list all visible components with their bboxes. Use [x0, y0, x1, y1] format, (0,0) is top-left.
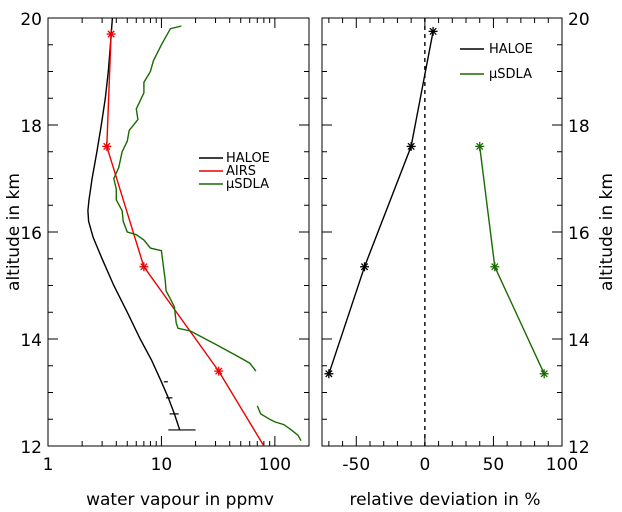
- right-legend-usdla-label: μSDLA: [489, 67, 532, 82]
- right-x-tick-label: -50: [342, 455, 370, 475]
- right-usdla-marker: [539, 369, 549, 379]
- right-x-tick-label: 0: [419, 455, 430, 475]
- left-haloe-line: [87, 18, 181, 431]
- left-airs-marker: [214, 366, 224, 376]
- left-x-axis-label: water vapour in ppmv: [86, 490, 274, 510]
- left-y-tick-label: 18: [20, 117, 42, 137]
- left-usdla-line: [256, 405, 302, 442]
- left-airs-marker: [102, 141, 112, 151]
- left-x-tick-label: 100: [259, 455, 291, 475]
- right-y-tick-label: 12: [568, 438, 590, 458]
- right-x-axis-label: relative deviation in %: [349, 490, 540, 510]
- left-usdla-line: [113, 25, 257, 372]
- left-series-group: [87, 18, 302, 446]
- left-plot-frame: [47, 17, 310, 447]
- right-usdla-marker: [490, 262, 500, 272]
- left-airs-marker: [139, 262, 149, 272]
- right-haloe-marker: [406, 141, 416, 151]
- right-haloe-marker: [324, 369, 334, 379]
- left-legend-usdla-label: μSDLA: [226, 177, 269, 192]
- right-y-tick-label: 18: [568, 117, 590, 137]
- right-legend: HALOE μSDLA: [460, 42, 533, 82]
- left-y-axis-label: altitude in km: [4, 173, 24, 291]
- right-haloe-line: [328, 31, 434, 375]
- right-usdla-marker: [475, 141, 485, 151]
- left-y-tick-label: 16: [20, 224, 42, 244]
- right-haloe-marker: [428, 26, 438, 36]
- left-y-tick-label: 20: [20, 10, 42, 30]
- left-airs-line: [106, 34, 265, 446]
- left-legend-airs-label: AIRS: [226, 164, 256, 179]
- right-legend-haloe-label: HALOE: [489, 42, 533, 57]
- right-plot-frame: [321, 17, 563, 447]
- left-airs-marker: [106, 29, 116, 39]
- left-y-tick-label: 14: [20, 331, 42, 351]
- left-axis-ticks: 1 10 100 12 14 16 18 20: [20, 10, 309, 475]
- right-y-tick-label: 16: [568, 224, 590, 244]
- right-x-tick-label: 100: [546, 455, 578, 475]
- left-x-tick-label: 1: [43, 455, 54, 475]
- right-y-tick-label: 20: [568, 10, 590, 30]
- right-haloe-marker: [360, 262, 370, 272]
- right-usdla-line: [479, 146, 545, 375]
- right-x-tick-label: 50: [483, 455, 505, 475]
- left-y-tick-label: 12: [20, 438, 42, 458]
- right-y-axis-label: altitude in km: [597, 173, 617, 291]
- right-series-group: [324, 18, 549, 446]
- left-legend-haloe-label: HALOE: [226, 151, 270, 166]
- right-y-tick-label: 14: [568, 331, 590, 351]
- left-x-tick-label: 10: [151, 455, 173, 475]
